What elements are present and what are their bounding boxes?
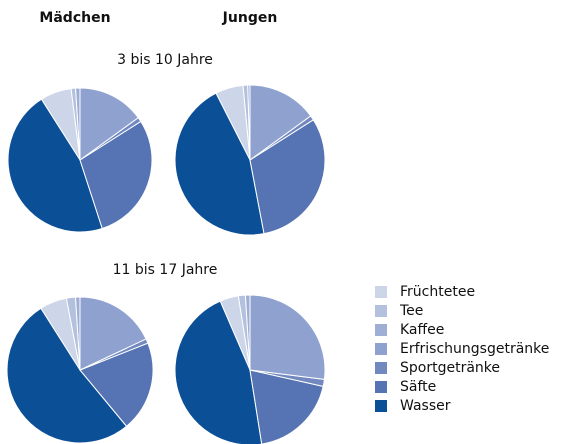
pie-slice xyxy=(79,87,139,161)
pie-slice xyxy=(6,307,128,444)
column-title: Mädchen xyxy=(39,10,110,26)
legend-swatch xyxy=(375,324,387,336)
pie-slice xyxy=(174,92,265,236)
legend-label: Früchtetee xyxy=(400,284,475,300)
legend-label: Tee xyxy=(399,303,423,319)
pie-slice xyxy=(249,84,312,161)
pie-slice xyxy=(249,294,326,380)
legend-swatch xyxy=(375,400,387,412)
pie-slice xyxy=(174,300,263,444)
legend-label: Sportgetränke xyxy=(400,360,500,376)
legend-swatch xyxy=(375,381,387,393)
pie-slice xyxy=(79,342,154,427)
legend-swatch xyxy=(375,343,387,355)
legend-label: Kaffee xyxy=(400,322,444,338)
pie-slice xyxy=(7,98,103,233)
column-title: Jungen xyxy=(222,10,278,26)
legend-label: Wasser xyxy=(400,398,451,414)
row-title: 3 bis 10 Jahre xyxy=(117,52,213,68)
legend-swatch xyxy=(375,362,387,374)
row-title: 11 bis 17 Jahre xyxy=(113,262,218,278)
legend-label: Erfrischungsgetränke xyxy=(400,341,549,357)
pie-slice xyxy=(79,120,153,230)
legend-swatch xyxy=(375,305,387,317)
legend-swatch xyxy=(375,286,387,298)
pie-slice xyxy=(79,296,147,371)
pie-slice xyxy=(249,369,324,444)
legend-label: Säfte xyxy=(400,379,436,395)
